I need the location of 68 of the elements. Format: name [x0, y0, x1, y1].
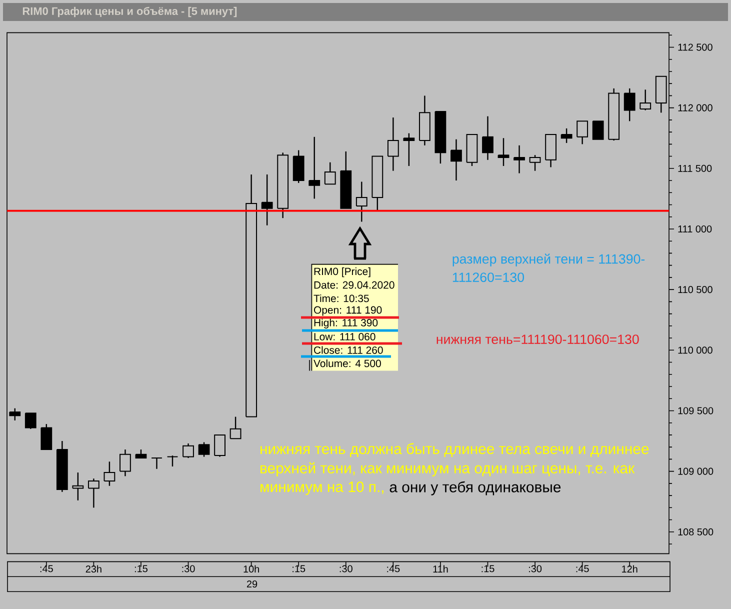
annotation: а они у тебя одинаковые	[390, 481, 561, 496]
candlestick	[560, 128, 572, 144]
annotation: RIM0 [Price]	[314, 267, 370, 278]
candlestick	[214, 434, 226, 458]
x-tick-label: :45	[576, 565, 589, 572]
candlestick	[592, 120, 604, 140]
candlestick	[624, 88, 636, 122]
y-tick-label: 110 000	[678, 346, 712, 354]
candlestick	[72, 472, 84, 501]
candlestick	[514, 144, 525, 174]
annotation: 111260=130	[452, 272, 524, 282]
annotation: верхней тени, как минимум на один шаг цены, т.е. как	[260, 462, 635, 476]
candlestick	[182, 442, 194, 459]
candlestick	[640, 89, 652, 111]
x-tick-label: :30	[529, 565, 542, 572]
candlestick	[151, 457, 162, 470]
y-tick-label: 112 500	[678, 44, 712, 51]
candlestick	[403, 132, 415, 167]
x-tick-label: 12h	[622, 565, 638, 572]
x-tick-label: :30	[182, 565, 195, 572]
annotation: Close: 111 260	[314, 346, 383, 354]
y-tick-label: 111 500	[678, 164, 712, 172]
y-tick-label: 108 500	[678, 528, 714, 536]
candlestick	[104, 461, 116, 486]
candlestick	[356, 181, 368, 222]
chart-title: RIM0 График цены и объёма - [5 минут]	[22, 6, 237, 18]
candlestick	[198, 442, 210, 458]
annotation: Low: 111 060	[314, 333, 376, 340]
candlestick	[24, 412, 36, 430]
candlestick	[9, 408, 21, 422]
candlestick	[308, 136, 320, 200]
candlestick	[387, 116, 399, 172]
x-tick-label: :45	[387, 565, 400, 572]
x-tick-label: :30	[340, 565, 352, 572]
x-tick-label: :45	[40, 565, 53, 572]
y-tick-label: 112 000	[678, 104, 712, 112]
x-tick-label: :15	[292, 565, 306, 572]
annotation: High: 111 390	[314, 318, 378, 328]
x-tick-label: 10h	[244, 565, 259, 573]
candlestick	[88, 478, 100, 508]
y-tick-label: 110 500	[678, 286, 712, 294]
candlestick	[261, 174, 273, 226]
annotation: Open: 111 190	[314, 306, 382, 316]
y-tick-label: 109 000	[678, 468, 714, 475]
x-tick-label: 23h	[86, 565, 102, 573]
x-tick-label: :15	[482, 565, 494, 572]
candlestick	[450, 138, 462, 182]
annotation: Date: 29.04.2020	[314, 281, 394, 289]
annotation: размер верхней тени = 111390-	[452, 254, 645, 266]
candlestick	[482, 116, 494, 161]
candlestick	[324, 162, 336, 185]
y-tick-label: 109 500	[678, 407, 714, 414]
candlestick	[120, 448, 131, 477]
text: 29	[246, 580, 258, 588]
candlestick	[498, 138, 510, 167]
annotation: нижняя тень должна быть длинее тела свечи и длиннее	[260, 443, 649, 457]
annotation: минимум на 10 п.,	[260, 482, 384, 496]
annotation: Time: 10:35	[314, 294, 369, 302]
candlestick	[40, 423, 52, 450]
y-tick-label: 111 000	[678, 225, 712, 233]
annotation: нижняя тень=111190-111060=130	[436, 334, 639, 344]
x-tick-label: 11h	[433, 565, 448, 572]
candlestick	[230, 416, 242, 440]
annotation: Volume: 4 500	[314, 359, 381, 368]
candlestick	[576, 120, 588, 145]
x-tick-label: :15	[134, 565, 148, 572]
candlestick	[166, 454, 178, 468]
candlestick	[529, 154, 541, 172]
